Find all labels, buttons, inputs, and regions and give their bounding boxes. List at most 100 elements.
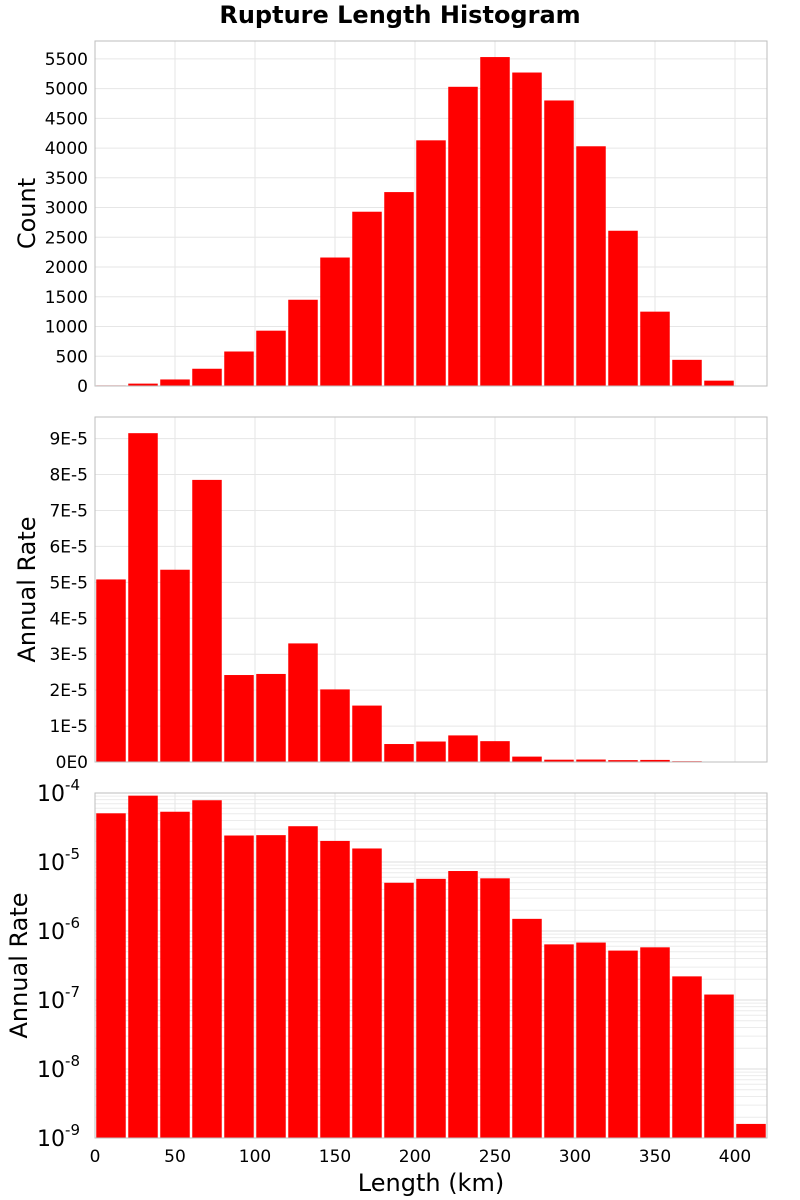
bar — [480, 57, 510, 387]
y-tick-label: 10-7 — [37, 983, 80, 1014]
x-tick-label: 50 — [164, 1147, 186, 1167]
bar — [384, 192, 414, 386]
y-tick-label: 0 — [77, 377, 88, 397]
y-tick-label: 2000 — [45, 258, 88, 278]
y-tick-label: 4500 — [45, 109, 88, 129]
y-tick-label: 3000 — [45, 199, 88, 219]
bar — [608, 950, 638, 1138]
bar — [288, 826, 318, 1138]
bar — [704, 380, 734, 386]
bar — [480, 741, 510, 762]
bars — [96, 795, 766, 1138]
y-tick-label: 4E-5 — [49, 609, 88, 629]
x-tick-label: 350 — [639, 1147, 671, 1167]
x-axis-label: Length (km) — [358, 1169, 504, 1197]
bar — [288, 643, 318, 762]
bar — [128, 383, 158, 386]
bar — [544, 100, 574, 386]
y-tick-label: 4000 — [45, 139, 88, 159]
bar — [672, 976, 702, 1138]
bar — [128, 795, 158, 1138]
bar — [96, 579, 126, 762]
bar — [160, 379, 190, 386]
bar — [416, 140, 446, 386]
bar — [512, 72, 542, 386]
bar — [256, 330, 286, 386]
bar — [544, 944, 574, 1138]
x-tick-labels: 0 50 100 150 200 250 300 350 400 — [90, 1147, 752, 1167]
y-tick-label: 8E-5 — [49, 466, 88, 486]
bar — [352, 705, 382, 762]
bar — [480, 878, 510, 1138]
bar — [640, 947, 670, 1138]
bar — [448, 871, 478, 1138]
x-tick-label: 150 — [319, 1147, 351, 1167]
bar — [192, 479, 222, 762]
bar — [320, 257, 350, 386]
bar — [192, 368, 222, 386]
y-tick-label: 1500 — [45, 288, 88, 308]
bars — [96, 57, 734, 387]
y-tick-label: 6E-5 — [49, 537, 88, 557]
y-tick-labels: 0 500 1000 1500 2000 2500 3000 3500 4000 4500 5000… — [45, 50, 88, 397]
bar — [416, 878, 446, 1138]
bar — [384, 882, 414, 1138]
y-tick-label: 2500 — [45, 228, 88, 248]
x-tick-label: 100 — [239, 1147, 271, 1167]
bar — [512, 756, 542, 762]
bar — [544, 759, 574, 762]
y-tick-label: 10-4 — [37, 776, 80, 807]
x-tick-label: 400 — [719, 1147, 751, 1167]
bar — [576, 759, 606, 762]
bar — [640, 759, 670, 762]
y-tick-labels: 10-9 10-8 10-7 10-6 10-5 10-4 — [37, 776, 80, 1152]
bar — [128, 433, 158, 762]
y-tick-label: 10-8 — [37, 1052, 80, 1083]
y-tick-label: 3500 — [45, 169, 88, 189]
plot-frame — [94, 416, 768, 763]
y-tick-label: 500 — [56, 347, 88, 367]
bar — [320, 689, 350, 762]
bar — [576, 942, 606, 1138]
x-tick-label: 0 — [90, 1147, 101, 1167]
bar — [448, 86, 478, 387]
bar — [256, 673, 286, 762]
bar — [384, 744, 414, 762]
y-tick-label: 5500 — [45, 50, 88, 70]
bar — [288, 299, 318, 386]
bar — [224, 835, 254, 1138]
y-tick-label: 10-6 — [37, 914, 80, 945]
bar — [576, 146, 606, 386]
bar — [448, 735, 478, 762]
bar — [160, 569, 190, 762]
y-tick-labels: 0E0 1E-5 2E-5 3E-5 4E-5 5E-5 6E-5 7E-5 8E-5 9E-5 — [49, 430, 88, 773]
x-tick-label: 300 — [559, 1147, 591, 1167]
bar — [224, 351, 254, 386]
bar — [352, 211, 382, 386]
bar — [224, 675, 254, 762]
bar — [96, 813, 126, 1138]
y-tick-label: 3E-5 — [49, 645, 88, 665]
y-axis-label: Count — [13, 178, 41, 249]
bar — [704, 994, 734, 1138]
y-tick-label: 9E-5 — [49, 430, 88, 450]
bar — [608, 760, 638, 762]
bar — [320, 840, 350, 1138]
y-axis-label: Annual Rate — [13, 516, 41, 662]
bar — [192, 800, 222, 1138]
chart-title: Rupture Length Histogram — [219, 1, 580, 29]
bar — [256, 835, 286, 1138]
bar — [608, 230, 638, 386]
bar — [160, 811, 190, 1138]
bar — [672, 359, 702, 386]
bar — [736, 1123, 766, 1138]
y-tick-label: 7E-5 — [49, 501, 88, 521]
y-tick-label: 1E-5 — [49, 717, 88, 737]
y-tick-label: 0E0 — [56, 753, 88, 773]
bar — [640, 311, 670, 386]
plot-frame — [94, 40, 768, 387]
x-tick-label: 250 — [479, 1147, 511, 1167]
y-tick-label: 10-9 — [37, 1121, 80, 1152]
bars — [96, 433, 766, 762]
